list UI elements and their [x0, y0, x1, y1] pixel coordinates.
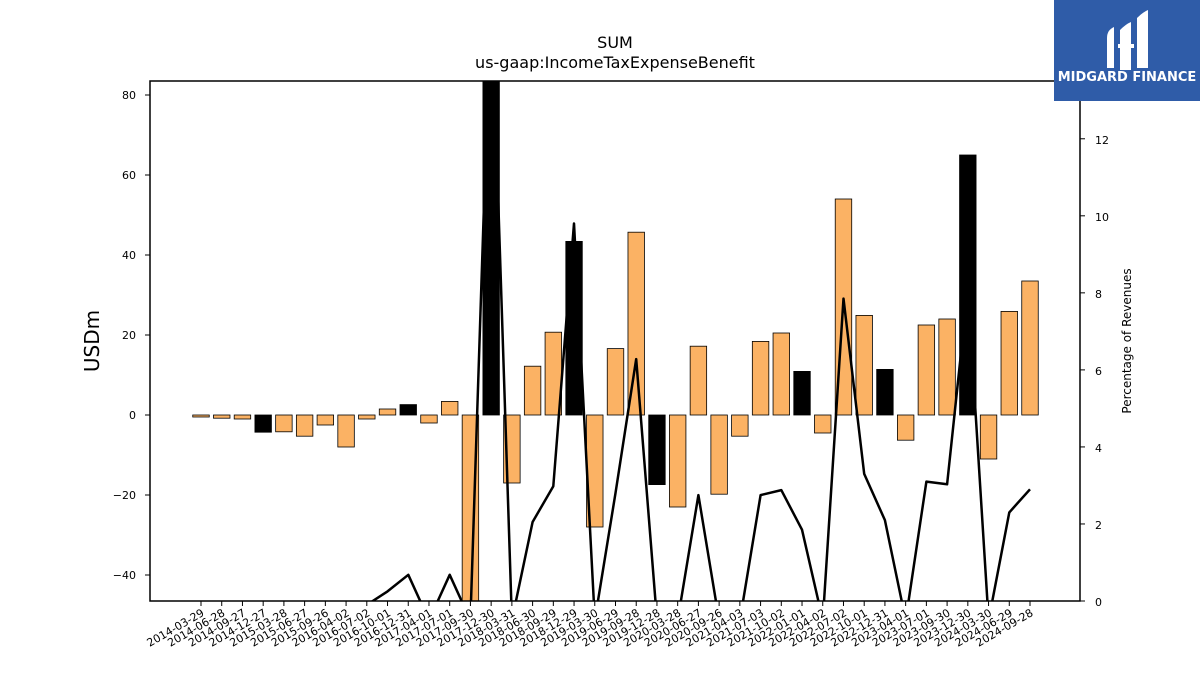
- y2-tick-label: 0: [1095, 596, 1102, 609]
- bar: [938, 318, 956, 416]
- bar: [399, 404, 417, 416]
- bar: [420, 414, 438, 424]
- y2-tick-label: 6: [1095, 365, 1102, 378]
- bar: [876, 368, 894, 416]
- logo-text: MIDGARD FINANCE: [1058, 70, 1197, 85]
- y-axis-label: USDm: [80, 310, 104, 372]
- bar: [814, 414, 832, 434]
- right-axis: 0 2 4 6 8 10 12: [1080, 134, 1109, 609]
- bar: [731, 414, 749, 437]
- bar-group: [192, 81, 1039, 601]
- y-tick-label: −40: [113, 569, 136, 582]
- bar: [441, 400, 459, 416]
- line-group: [370, 81, 1031, 601]
- bar: [358, 414, 376, 420]
- bar: [855, 314, 873, 416]
- bar: [772, 332, 790, 416]
- logo-mark-icon: [1107, 10, 1148, 70]
- bar: [606, 348, 625, 416]
- y-tick-label: 80: [122, 89, 136, 102]
- bar: [254, 414, 272, 433]
- y2-axis-label: Percentage of Revenues: [1120, 268, 1134, 413]
- bar: [979, 414, 998, 460]
- bar: [917, 324, 936, 416]
- y2-tick-label: 12: [1095, 134, 1109, 147]
- bar: [192, 414, 210, 418]
- logo: MIDGARD FINANCE: [1054, 0, 1200, 101]
- bar: [275, 414, 293, 433]
- bar: [751, 340, 770, 416]
- bar: [669, 414, 687, 508]
- bar: [689, 345, 708, 416]
- bar: [233, 414, 252, 420]
- bar: [897, 414, 915, 441]
- y2-tick-label: 4: [1095, 442, 1102, 455]
- y2-tick-label: 10: [1095, 211, 1109, 224]
- revenue-percentage-line: [370, 81, 1031, 601]
- bar: [710, 414, 728, 495]
- left-axis: −40 −20 0 20 40 60 80: [113, 89, 150, 582]
- y2-tick-label: 2: [1095, 519, 1102, 532]
- chart-title: SUM: [597, 33, 633, 52]
- bar: [793, 370, 811, 416]
- bar: [1021, 280, 1039, 416]
- y-tick-label: 0: [129, 409, 136, 422]
- y-tick-label: −20: [113, 489, 136, 502]
- y-tick-label: 40: [122, 249, 136, 262]
- x-axis: 2014-03-292014-06-282014-09-272014-12-27…: [145, 601, 1036, 650]
- bar: [295, 414, 314, 437]
- bar: [627, 231, 645, 416]
- bar: [213, 414, 231, 419]
- chart-subtitle: us-gaap:IncomeTaxExpenseBenefit: [475, 53, 755, 72]
- bar: [378, 408, 397, 416]
- bar: [648, 414, 666, 485]
- y2-tick-label: 8: [1095, 288, 1102, 301]
- y-tick-label: 20: [122, 329, 136, 342]
- y-tick-label: 60: [122, 169, 136, 182]
- bar: [316, 414, 335, 426]
- bar: [1000, 310, 1018, 416]
- bar: [337, 414, 355, 448]
- bar: [523, 365, 542, 416]
